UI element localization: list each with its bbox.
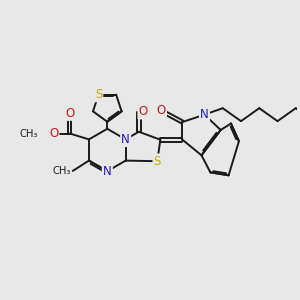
Text: N: N [121,133,130,146]
Text: S: S [95,88,102,101]
Text: O: O [65,107,74,120]
Text: O: O [157,104,166,117]
Text: S: S [154,155,161,168]
Text: CH₃: CH₃ [19,128,38,139]
Text: N: N [103,165,112,178]
Text: CH₃: CH₃ [52,166,70,176]
Text: O: O [49,127,58,140]
Text: O: O [139,105,148,118]
Text: N: N [200,108,209,121]
